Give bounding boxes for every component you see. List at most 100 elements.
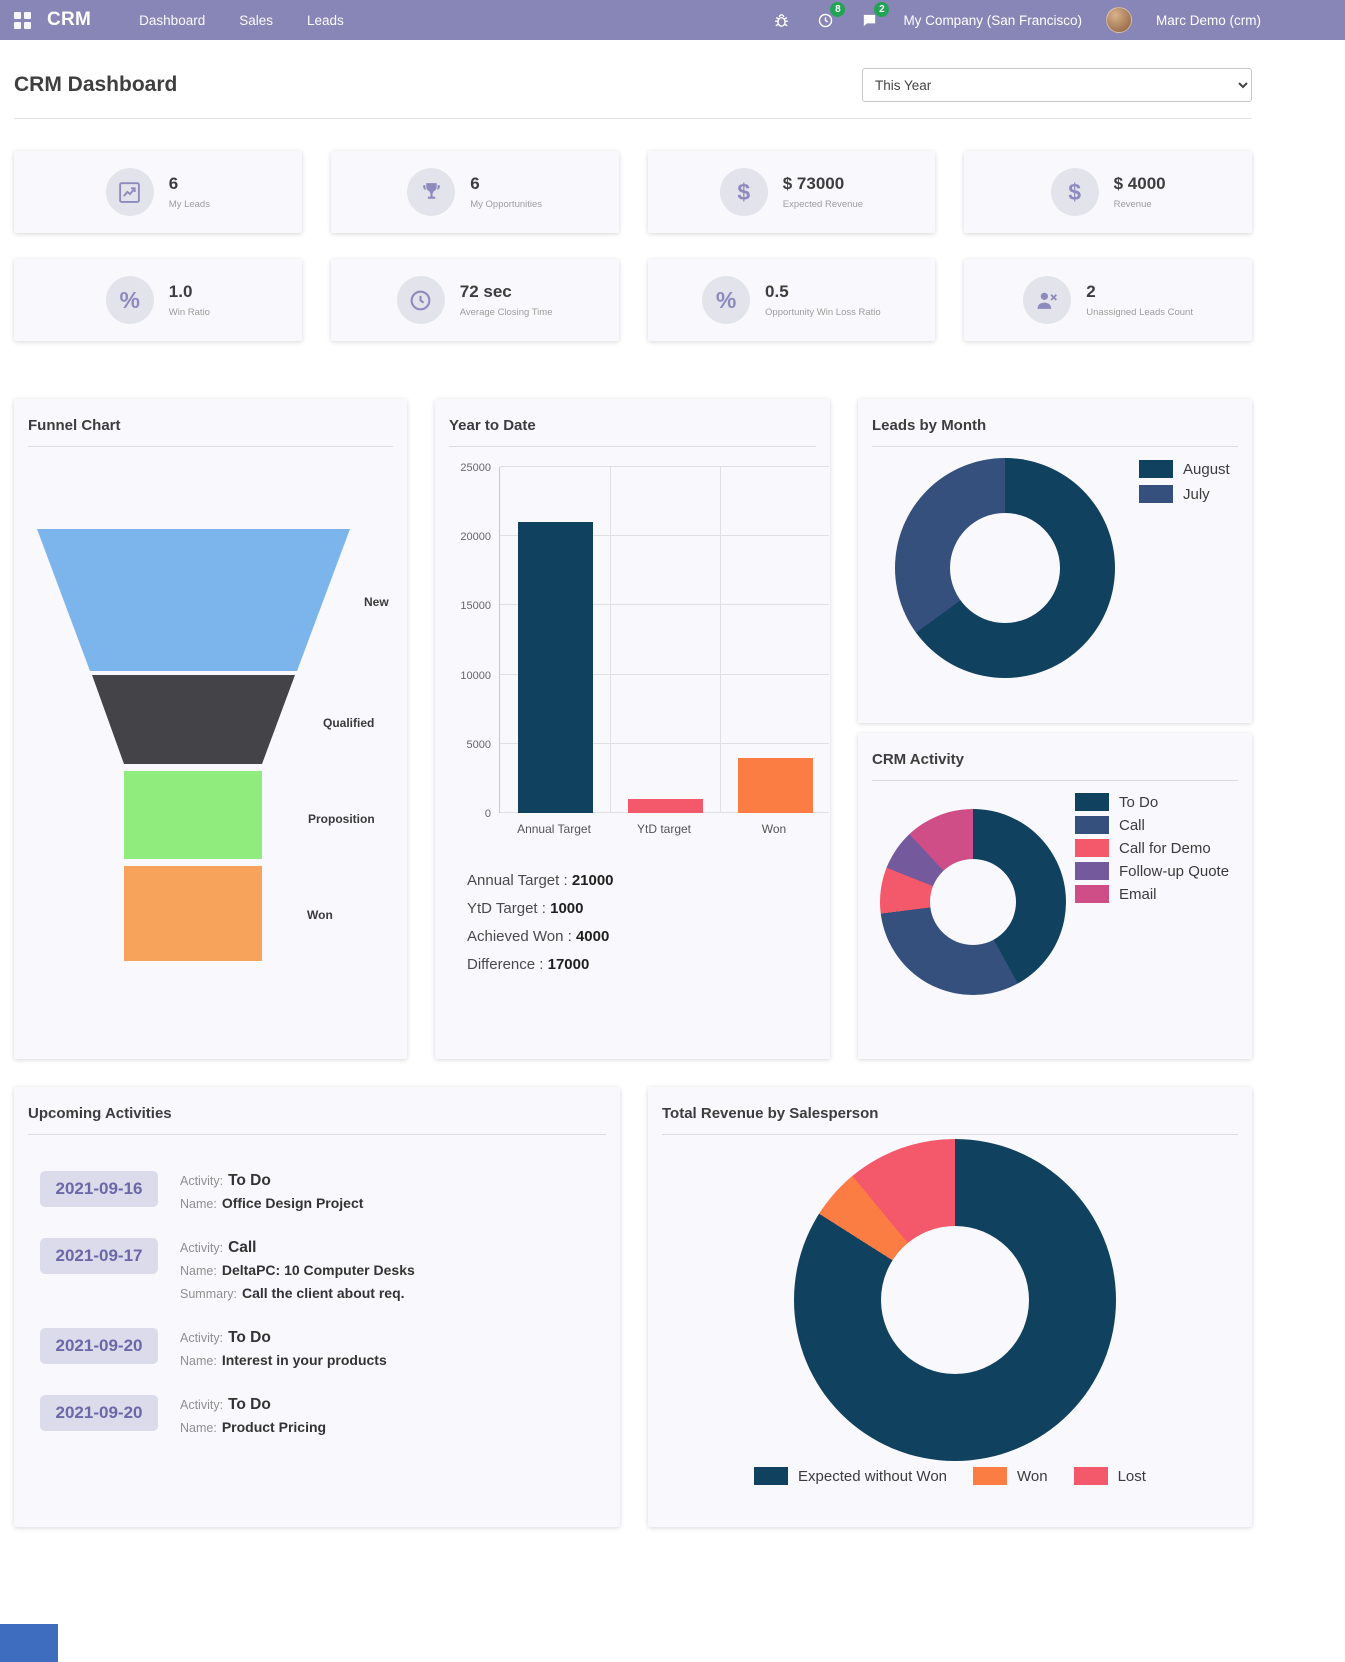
summary-line: Annual Target : 21000	[467, 872, 614, 889]
gridline	[500, 673, 829, 675]
app-brand[interactable]: CRM	[47, 9, 92, 30]
leads-by-month-card: Leads by Month August July	[858, 399, 1252, 723]
card-title: Funnel Chart	[28, 411, 393, 447]
card-title: Year to Date	[449, 411, 816, 447]
activity-date-badge: 2021-09-17	[40, 1238, 158, 1274]
bar-Won[interactable]	[737, 757, 813, 813]
legend-item[interactable]: Expected without Won	[754, 1467, 947, 1485]
activity-details: Activity: Call Name: DeltaPC: 10 Computer …	[180, 1239, 415, 1301]
debug-bug-icon[interactable]	[771, 10, 791, 30]
activities-clock-icon[interactable]: 8	[815, 2, 846, 30]
menu-item-dashboard[interactable]: Dashboard	[139, 12, 206, 28]
gridline	[500, 604, 829, 606]
kpi-text: 72 sec Average Closing Time	[460, 282, 553, 318]
y-tick-label: 10000	[460, 669, 491, 682]
legend-label: Lost	[1117, 1467, 1146, 1485]
menu-item-leads[interactable]: Leads	[307, 12, 344, 28]
kpi-text: 1.0 Win Ratio	[169, 282, 210, 318]
kpi-text: $ 4000 Revenue	[1114, 174, 1166, 210]
kpi-revenue: $ $ 4000 Revenue	[964, 151, 1252, 233]
menu-item-sales[interactable]: Sales	[239, 12, 273, 28]
line-chart-icon	[105, 168, 154, 216]
kpi-label: Unassigned Leads Count	[1086, 307, 1193, 318]
main-menu: Dashboard Sales Leads	[139, 13, 344, 28]
legend-item[interactable]: July	[1139, 485, 1230, 503]
legend-label: August	[1183, 460, 1230, 478]
legend-item[interactable]: Email	[1075, 885, 1229, 903]
messages-badge: 2	[874, 2, 890, 17]
kpi-text: 6 My Leads	[169, 174, 210, 210]
top-navbar: CRM Dashboard Sales Leads 8 2 My Company…	[0, 0, 1345, 40]
legend-item[interactable]: To Do	[1075, 793, 1229, 811]
activity-type: Call	[228, 1239, 257, 1256]
funnel-stage-label: Won	[307, 908, 333, 922]
company-menu[interactable]: My Company (San Francisco)	[903, 12, 1082, 28]
crm-activity-donut[interactable]	[880, 809, 1066, 995]
legend-item[interactable]: Lost	[1073, 1467, 1146, 1485]
y-tick-label: 0	[484, 808, 491, 820]
leads-by-month-legend: August July	[1139, 460, 1230, 503]
kpi-label: Average Closing Time	[459, 307, 553, 318]
activities-badge: 8	[830, 2, 846, 17]
bar-YtD target[interactable]	[627, 799, 703, 813]
x-tick-label: Won	[761, 822, 787, 836]
summary-line: Difference : 17000	[467, 956, 590, 973]
legend-item[interactable]: Call	[1075, 816, 1229, 834]
leads-by-month-donut[interactable]	[895, 458, 1115, 678]
page-title: CRM Dashboard	[14, 73, 178, 96]
upcoming-activities-card: Upcoming Activities 2021-09-16 Activity:…	[14, 1087, 620, 1527]
gridline	[500, 535, 829, 537]
right-chart-column: Leads by Month August July CRM Activity T…	[858, 399, 1252, 1059]
kpi-label: Expected Revenue	[782, 199, 864, 210]
activity-row[interactable]: 2021-09-16 Activity: To Do Name: Office De…	[28, 1171, 606, 1218]
activity-name: DeltaPC: 10 Computer Desks	[221, 1262, 415, 1278]
legend-label: Won	[1017, 1467, 1048, 1485]
avatar[interactable]	[1106, 7, 1132, 33]
bar-Annual Target[interactable]	[517, 522, 593, 813]
kpi-value: 0.5	[765, 282, 789, 301]
clock-icon	[396, 276, 445, 324]
funnel-chart[interactable]: New Qualified Proposition Won	[28, 449, 393, 1009]
legend-item[interactable]: Follow-up Quote	[1075, 862, 1229, 880]
activity-type: To Do	[228, 1329, 271, 1346]
ytd-bar-chart[interactable]: 0 5000 10000 15000 20000 25000 Annual Target …	[460, 462, 829, 836]
percent-icon: %	[702, 276, 751, 324]
messages-chat-icon[interactable]: 2	[859, 2, 890, 30]
legend-swatch	[1075, 839, 1109, 857]
card-title: Total Revenue by Salesperson	[662, 1099, 1238, 1135]
period-select[interactable]: This Year	[862, 68, 1252, 102]
gridline	[610, 467, 611, 813]
ytd-summary: Annual Target : 21000 YtD Target : 1000 …	[467, 872, 816, 973]
dollar-icon: $	[1050, 168, 1099, 216]
activity-name: Interest in your products	[221, 1352, 387, 1368]
card-title: CRM Activity	[872, 745, 1238, 781]
kpi-label: Revenue	[1113, 199, 1152, 210]
page-head: CRM Dashboard This Year	[14, 68, 1252, 102]
kpi-value: 72 sec	[459, 282, 512, 301]
kpi-value: 1.0	[168, 282, 193, 301]
user-menu[interactable]: Marc Demo (crm)	[1156, 12, 1261, 28]
bottom-row: Upcoming Activities 2021-09-16 Activity:…	[14, 1087, 1252, 1527]
activity-row[interactable]: 2021-09-17 Activity: Call Name: DeltaPC: 1…	[28, 1238, 606, 1308]
kpi-my-opportunities: 6 My Opportunities	[330, 151, 619, 233]
kpi-value: 6	[470, 174, 480, 193]
funnel-stage-label: Proposition	[308, 812, 375, 826]
legend-item[interactable]: Call for Demo	[1075, 839, 1229, 857]
kpi-value: 6	[168, 174, 179, 193]
apps-grid-icon[interactable]	[14, 11, 31, 29]
y-tick-label: 20000	[460, 531, 491, 544]
ytd-plot-area[interactable]: 0 5000 10000 15000 20000 25000	[460, 462, 829, 820]
total-revenue-donut[interactable]	[794, 1139, 1116, 1461]
legend-item[interactable]: August	[1139, 460, 1230, 478]
legend-item[interactable]: Won	[973, 1467, 1048, 1485]
legend-swatch	[1075, 862, 1109, 880]
funnel-chart-card: Funnel Chart New Qualified Proposition W…	[14, 399, 407, 1059]
funnel-stage-label: Qualified	[323, 716, 374, 730]
navbar-right: 8 2 My Company (San Francisco) Marc Demo…	[771, 2, 1261, 33]
charts-row: Funnel Chart New Qualified Proposition W…	[14, 399, 1252, 1059]
gridline	[720, 467, 721, 813]
activity-row[interactable]: 2021-09-20 Activity: To Do Name: Product P…	[28, 1395, 606, 1442]
summary-line: Achieved Won : 4000	[467, 928, 610, 945]
activity-row[interactable]: 2021-09-20 Activity: To Do Name: Interest …	[28, 1328, 606, 1375]
legend-swatch	[1075, 793, 1109, 811]
